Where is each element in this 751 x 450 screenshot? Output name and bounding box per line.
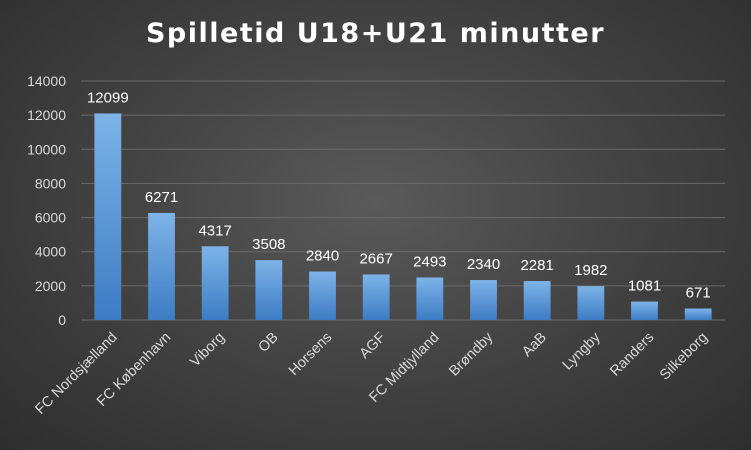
y-tick-label: 14000 xyxy=(27,73,66,89)
category-label: Silkeborg xyxy=(657,330,711,384)
bar xyxy=(577,286,605,320)
category-label: AGF xyxy=(357,329,389,361)
category-label: AaB xyxy=(519,330,550,361)
bar xyxy=(362,274,390,320)
gridlines xyxy=(81,80,725,321)
bar xyxy=(470,280,497,320)
data-label: 2493 xyxy=(413,253,446,270)
category-label: Lyngby xyxy=(560,329,605,374)
data-label: 2667 xyxy=(359,250,392,267)
bar xyxy=(523,281,551,320)
category-label: Randers xyxy=(607,330,657,380)
category-label: Viborg xyxy=(187,330,228,371)
y-tick-label: 8000 xyxy=(35,175,66,191)
bar xyxy=(148,212,175,320)
data-label: 3508 xyxy=(252,236,285,253)
bars xyxy=(94,113,712,320)
data-label: 671 xyxy=(686,285,711,302)
y-tick-label: 10000 xyxy=(27,141,66,157)
category-label: Brøndby xyxy=(446,329,497,380)
data-labels: 12099 6271 4317 3508 2840 2667 2493 2340 2281 198… xyxy=(87,89,711,301)
chart-title: Spilletid U18+U21 minutter xyxy=(145,18,606,49)
y-tick-label: 12000 xyxy=(27,107,66,123)
bar xyxy=(255,260,283,320)
data-label: 2840 xyxy=(306,248,339,265)
y-tick-label: 4000 xyxy=(35,244,66,260)
category-label: Horsens xyxy=(286,330,335,379)
data-label: 2281 xyxy=(520,257,553,274)
data-label: 1081 xyxy=(628,278,661,295)
bar xyxy=(416,277,444,320)
y-tick-label: 2000 xyxy=(35,278,66,294)
y-tick-label: 6000 xyxy=(35,210,66,226)
data-label: 1982 xyxy=(574,262,607,279)
data-label: 6271 xyxy=(145,189,178,206)
data-label: 4317 xyxy=(198,222,231,239)
data-label: 2340 xyxy=(467,256,500,273)
bar xyxy=(201,246,229,320)
y-axis-ticks: 0 2000 4000 6000 8000 10000 12000 14000 xyxy=(27,73,66,328)
bar xyxy=(631,301,658,320)
bar xyxy=(309,271,336,320)
bar xyxy=(684,308,712,320)
data-label: 12099 xyxy=(87,89,129,106)
bar xyxy=(94,113,122,320)
category-label: OB xyxy=(256,330,282,356)
y-tick-label: 0 xyxy=(58,312,66,328)
